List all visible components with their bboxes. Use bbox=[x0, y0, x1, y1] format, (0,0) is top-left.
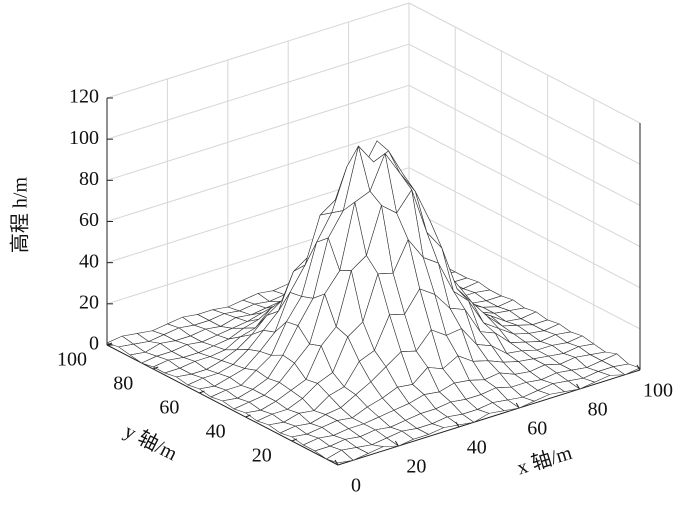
z-tick-label: 20 bbox=[79, 291, 99, 313]
y-axis-label: y 轴/m bbox=[121, 419, 182, 465]
tick-mark bbox=[394, 440, 399, 447]
x-tick-label: 100 bbox=[643, 380, 673, 402]
y-tick-label: 60 bbox=[159, 397, 179, 419]
x-tick-label: 60 bbox=[527, 418, 547, 440]
tick-mark bbox=[515, 402, 520, 409]
axis-line bbox=[337, 369, 641, 466]
z-tick-label: 40 bbox=[79, 250, 99, 272]
x-axis-label: x 轴/m bbox=[514, 441, 575, 480]
surface-cell bbox=[326, 449, 354, 464]
y-tick-label: 40 bbox=[206, 421, 226, 443]
y-tick-label: 20 bbox=[252, 445, 272, 467]
grid-line bbox=[408, 43, 641, 165]
tick-mark bbox=[636, 364, 641, 371]
grid-line bbox=[408, 84, 641, 206]
grid-line bbox=[106, 2, 410, 99]
tick-mark bbox=[576, 383, 581, 390]
z-tick-label: 60 bbox=[79, 209, 99, 231]
tick-mark bbox=[106, 342, 113, 346]
grid-line bbox=[106, 84, 410, 181]
surface bbox=[106, 140, 641, 464]
grid-line bbox=[408, 2, 641, 124]
grid-line bbox=[408, 126, 641, 247]
tick-mark bbox=[455, 421, 460, 428]
tick-mark bbox=[245, 414, 251, 418]
y-tick-label: 80 bbox=[113, 373, 133, 395]
z-axis-label: 高程 h/m bbox=[9, 177, 32, 254]
z-tick-label: 80 bbox=[79, 168, 99, 190]
tick-mark bbox=[291, 438, 297, 442]
tick-mark bbox=[334, 459, 339, 466]
axis-line bbox=[106, 344, 339, 466]
z-tick-label: 120 bbox=[69, 86, 99, 108]
grid-line bbox=[408, 167, 641, 289]
x-tick-label: 0 bbox=[351, 475, 361, 497]
y-tick-label: 100 bbox=[57, 349, 87, 371]
x-tick-label: 40 bbox=[467, 437, 487, 459]
z-tick-label: 0 bbox=[89, 333, 99, 355]
grid-line bbox=[106, 43, 410, 140]
x-tick-label: 80 bbox=[588, 399, 608, 421]
grid-line bbox=[408, 208, 641, 330]
tick-mark bbox=[199, 390, 205, 394]
x-tick-label: 20 bbox=[406, 456, 426, 478]
z-tick-label: 100 bbox=[69, 127, 99, 149]
tick-mark bbox=[153, 366, 159, 370]
grid-line bbox=[106, 126, 410, 222]
